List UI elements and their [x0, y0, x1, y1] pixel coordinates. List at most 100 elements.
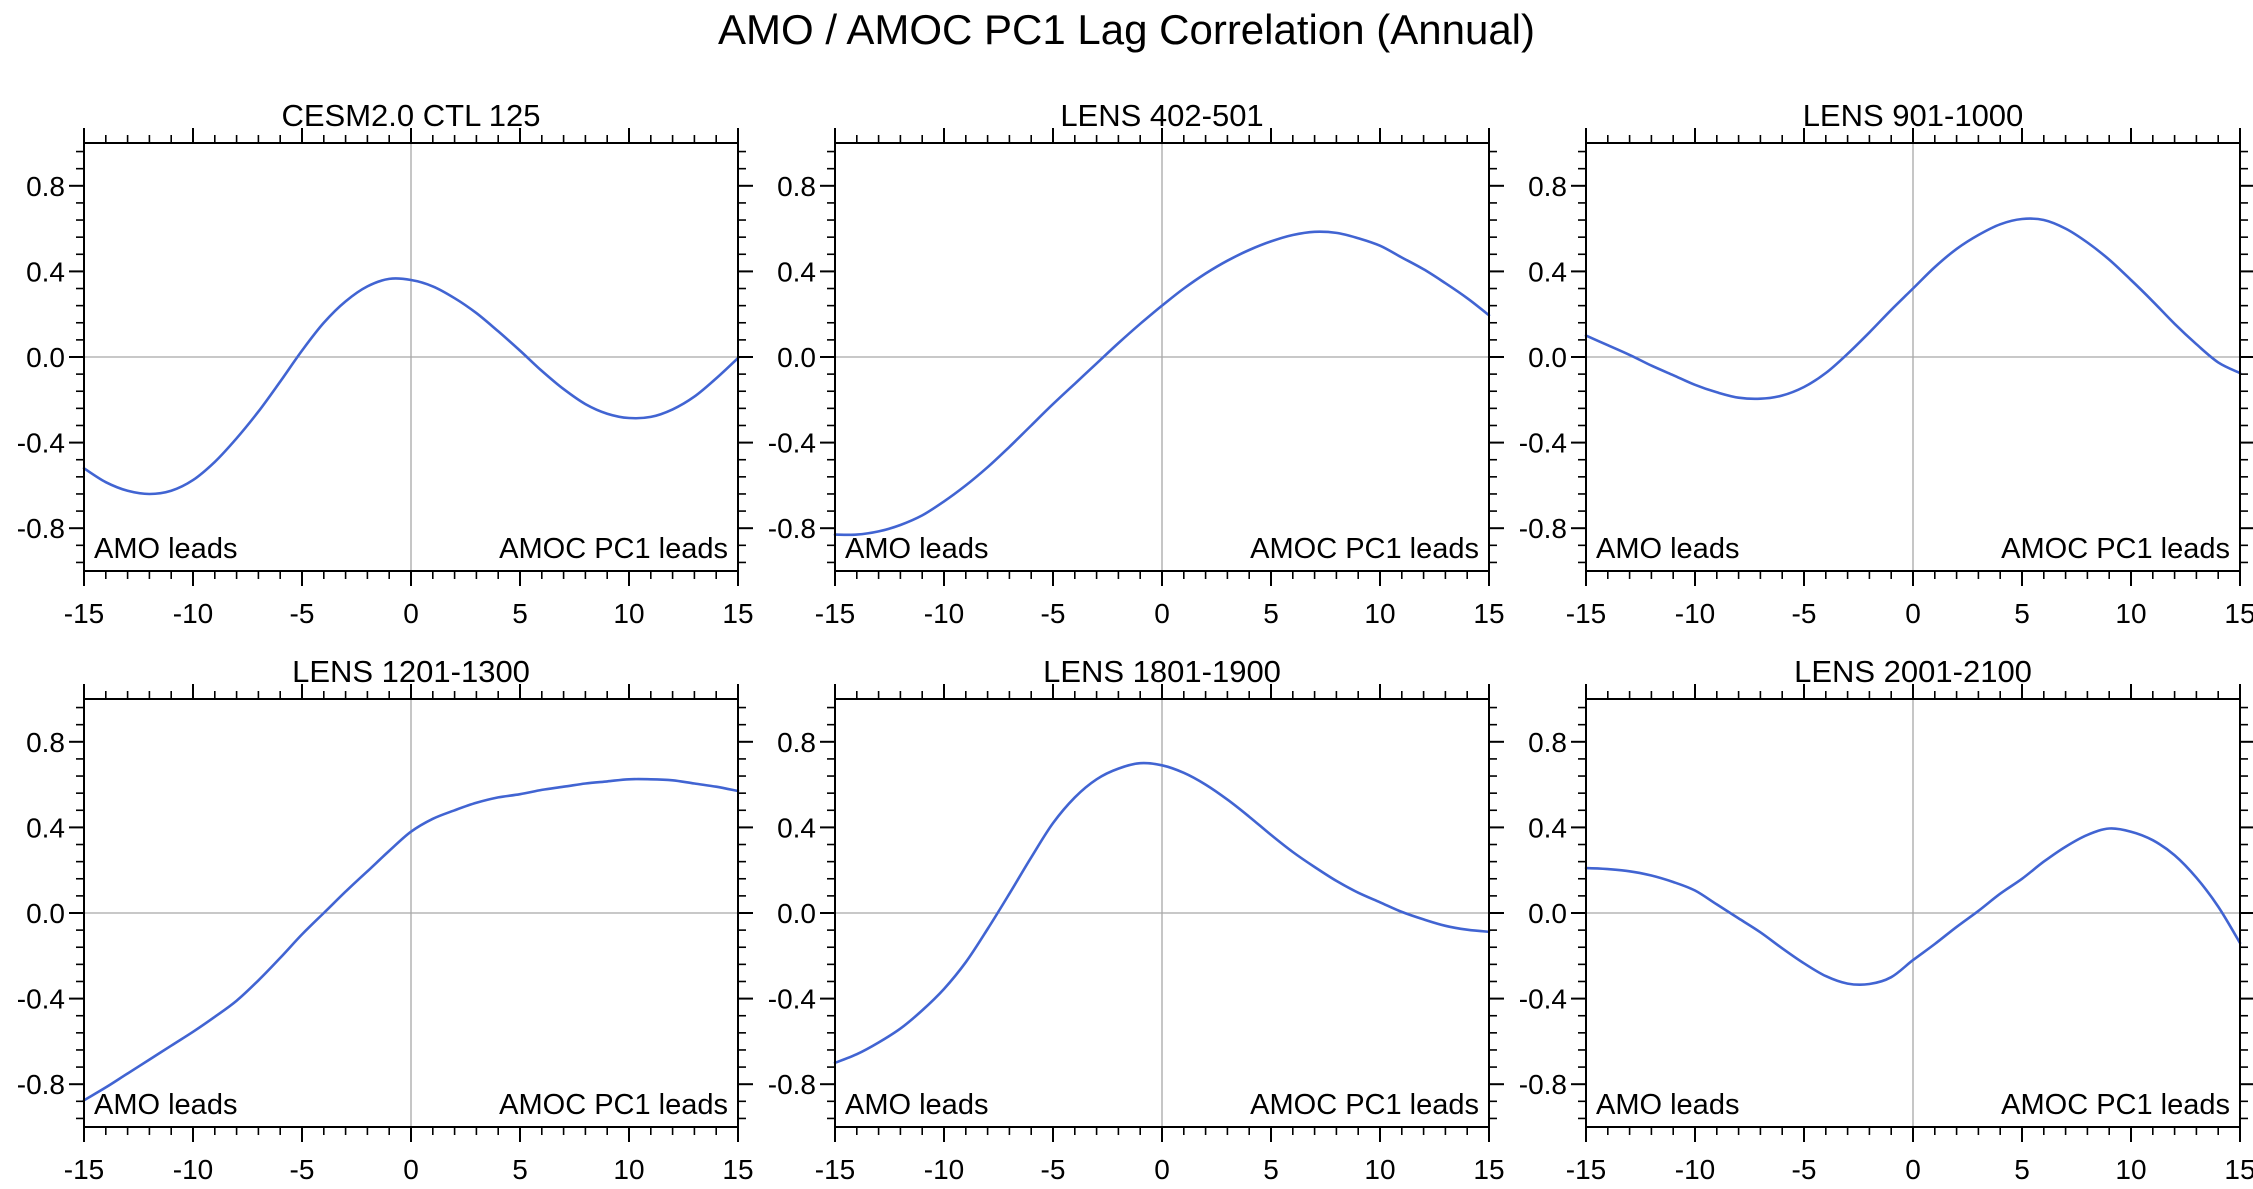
- x-tick-label: -10: [924, 598, 964, 629]
- x-tick-label: 5: [2014, 598, 2030, 629]
- x-tick-label: 10: [2115, 598, 2146, 629]
- y-tick-label: -0.8: [17, 513, 65, 544]
- x-tick-label: 0: [403, 598, 419, 629]
- y-tick-label: 0.8: [26, 727, 65, 758]
- x-tick-label: 15: [2224, 598, 2253, 629]
- lag-correlation-chart: -15 -10 -5 0 5 10 15 -0.8 -0.4 0.0 0.4 0.8 LENS 1201…: [17, 654, 754, 1185]
- annotation-amo-leads: AMO leads: [845, 533, 988, 565]
- x-tick-label: 15: [2224, 1154, 2253, 1185]
- x-tick-label: -10: [1675, 598, 1715, 629]
- annotation-amoc-pc1-leads: AMOC PC1 leads: [1250, 533, 1479, 565]
- y-tick-label: 0.0: [777, 342, 816, 373]
- y-tick-label: 0.4: [1528, 812, 1567, 843]
- annotation-amo-leads: AMO leads: [1596, 533, 1739, 565]
- panel-lens-901-1000: -15 -10 -5 0 5 10 15 -0.8 -0.4 0.0 0.4 0.8 LENS 901-…: [1502, 60, 2253, 640]
- annotation-amo-leads: AMO leads: [1596, 1089, 1739, 1121]
- lag-correlation-chart: -15 -10 -5 0 5 10 15 -0.8 -0.4 0.0 0.4 0.8 LENS 2001…: [1519, 654, 2253, 1185]
- y-tick-label: -0.8: [1519, 513, 1567, 544]
- y-tick-label: 0.8: [777, 171, 816, 202]
- figure-title: AMO / AMOC PC1 Lag Correlation (Annual): [718, 6, 1535, 53]
- x-tick-label: -15: [815, 1154, 855, 1185]
- x-tick-label: -15: [1566, 1154, 1606, 1185]
- annotation-amoc-pc1-leads: AMOC PC1 leads: [2001, 533, 2230, 565]
- x-tick-label: -10: [173, 1154, 213, 1185]
- correlation-curve: [1584, 217, 2242, 401]
- x-tick-label: 15: [722, 1154, 753, 1185]
- panel-title: LENS 2001-2100: [1794, 654, 2032, 689]
- x-tick-label: 10: [1364, 1154, 1395, 1185]
- x-tick-label: 0: [1154, 1154, 1170, 1185]
- x-tick-label: -5: [1041, 1154, 1066, 1185]
- x-tick-label: 15: [1473, 1154, 1504, 1185]
- correlation-curve: [82, 777, 740, 1102]
- y-tick-label: -0.8: [768, 513, 816, 544]
- x-tick-label: 5: [2014, 1154, 2030, 1185]
- panel-lens-1201-1300: -15 -10 -5 0 5 10 15 -0.8 -0.4 0.0 0.4 0.8 LENS 1201…: [0, 640, 754, 1189]
- x-tick-label: -15: [815, 598, 855, 629]
- panel-lens-2001-2100: -15 -10 -5 0 5 10 15 -0.8 -0.4 0.0 0.4 0.8 LENS 2001…: [1502, 640, 2253, 1189]
- x-tick-label: 15: [1473, 598, 1504, 629]
- x-tick-label: 15: [722, 598, 753, 629]
- lag-correlation-chart: -15 -10 -5 0 5 10 15 -0.8 -0.4 0.0 0.4 0.8 LENS 1801…: [768, 654, 1505, 1185]
- annotation-amo-leads: AMO leads: [845, 1089, 988, 1121]
- x-tick-label: -15: [1566, 598, 1606, 629]
- x-tick-label: -15: [64, 1154, 104, 1185]
- y-tick-label: -0.4: [768, 984, 816, 1015]
- panel-title: LENS 402-501: [1060, 98, 1263, 133]
- x-tick-label: -5: [1792, 1154, 1817, 1185]
- y-tick-label: -0.4: [17, 984, 65, 1015]
- annotation-amoc-pc1-leads: AMOC PC1 leads: [1250, 1089, 1479, 1121]
- x-tick-label: -5: [1792, 598, 1817, 629]
- x-tick-label: 0: [1905, 1154, 1921, 1185]
- y-tick-label: 0.8: [26, 171, 65, 202]
- x-tick-label: -5: [290, 598, 315, 629]
- correlation-curve: [833, 230, 1491, 537]
- correlation-curve: [82, 277, 740, 496]
- x-tick-label: 0: [1905, 598, 1921, 629]
- annotation-amoc-pc1-leads: AMOC PC1 leads: [499, 1089, 728, 1121]
- annotation-amo-leads: AMO leads: [94, 1089, 237, 1121]
- y-tick-label: -0.4: [1519, 428, 1567, 459]
- annotation-amoc-pc1-leads: AMOC PC1 leads: [2001, 1089, 2230, 1121]
- panel-lens-1801-1900: -15 -10 -5 0 5 10 15 -0.8 -0.4 0.0 0.4 0.8 LENS 1801…: [751, 640, 1505, 1189]
- x-tick-label: -15: [64, 598, 104, 629]
- x-tick-label: -5: [1041, 598, 1066, 629]
- panel-title: LENS 901-1000: [1803, 98, 2024, 133]
- x-tick-label: 0: [1154, 598, 1170, 629]
- y-tick-label: 0.4: [26, 812, 65, 843]
- x-tick-label: 10: [1364, 598, 1395, 629]
- x-tick-label: -10: [924, 1154, 964, 1185]
- y-tick-label: -0.4: [1519, 984, 1567, 1015]
- x-tick-label: -10: [1675, 1154, 1715, 1185]
- x-tick-label: 10: [613, 1154, 644, 1185]
- y-tick-label: 0.0: [1528, 342, 1567, 373]
- x-tick-label: 10: [2115, 1154, 2146, 1185]
- x-tick-label: 5: [1263, 1154, 1279, 1185]
- panel-cesm20-ctl-125: -15 -10 -5 0 5 10 15 -0.8 -0.4 0.0 0.4 0.8 CESM2.0 C…: [0, 60, 754, 640]
- y-tick-label: 0.0: [777, 898, 816, 929]
- y-tick-label: 0.0: [26, 898, 65, 929]
- y-tick-label: -0.8: [768, 1069, 816, 1100]
- x-tick-label: 0: [403, 1154, 419, 1185]
- annotation-amo-leads: AMO leads: [94, 533, 237, 565]
- x-tick-label: 5: [512, 1154, 528, 1185]
- annotation-amoc-pc1-leads: AMOC PC1 leads: [499, 533, 728, 565]
- y-tick-label: 0.0: [26, 342, 65, 373]
- lag-correlation-chart: -15 -10 -5 0 5 10 15 -0.8 -0.4 0.0 0.4 0.8 LENS 402-…: [768, 98, 1505, 629]
- y-tick-label: 0.4: [26, 256, 65, 287]
- y-tick-label: 0.8: [777, 727, 816, 758]
- y-tick-label: 0.4: [777, 256, 816, 287]
- y-tick-label: -0.4: [17, 428, 65, 459]
- y-tick-label: 0.4: [1528, 256, 1567, 287]
- panel-title: LENS 1801-1900: [1043, 654, 1281, 689]
- x-tick-label: -10: [173, 598, 213, 629]
- correlation-curve: [1584, 827, 2242, 986]
- y-tick-label: -0.4: [768, 428, 816, 459]
- y-tick-label: 0.4: [777, 812, 816, 843]
- lag-correlation-chart: -15 -10 -5 0 5 10 15 -0.8 -0.4 0.0 0.4 0.8 CESM2.0 C…: [17, 98, 754, 629]
- x-tick-label: 5: [512, 598, 528, 629]
- y-tick-label: -0.8: [17, 1069, 65, 1100]
- y-tick-label: -0.8: [1519, 1069, 1567, 1100]
- panel-title: CESM2.0 CTL 125: [281, 98, 540, 133]
